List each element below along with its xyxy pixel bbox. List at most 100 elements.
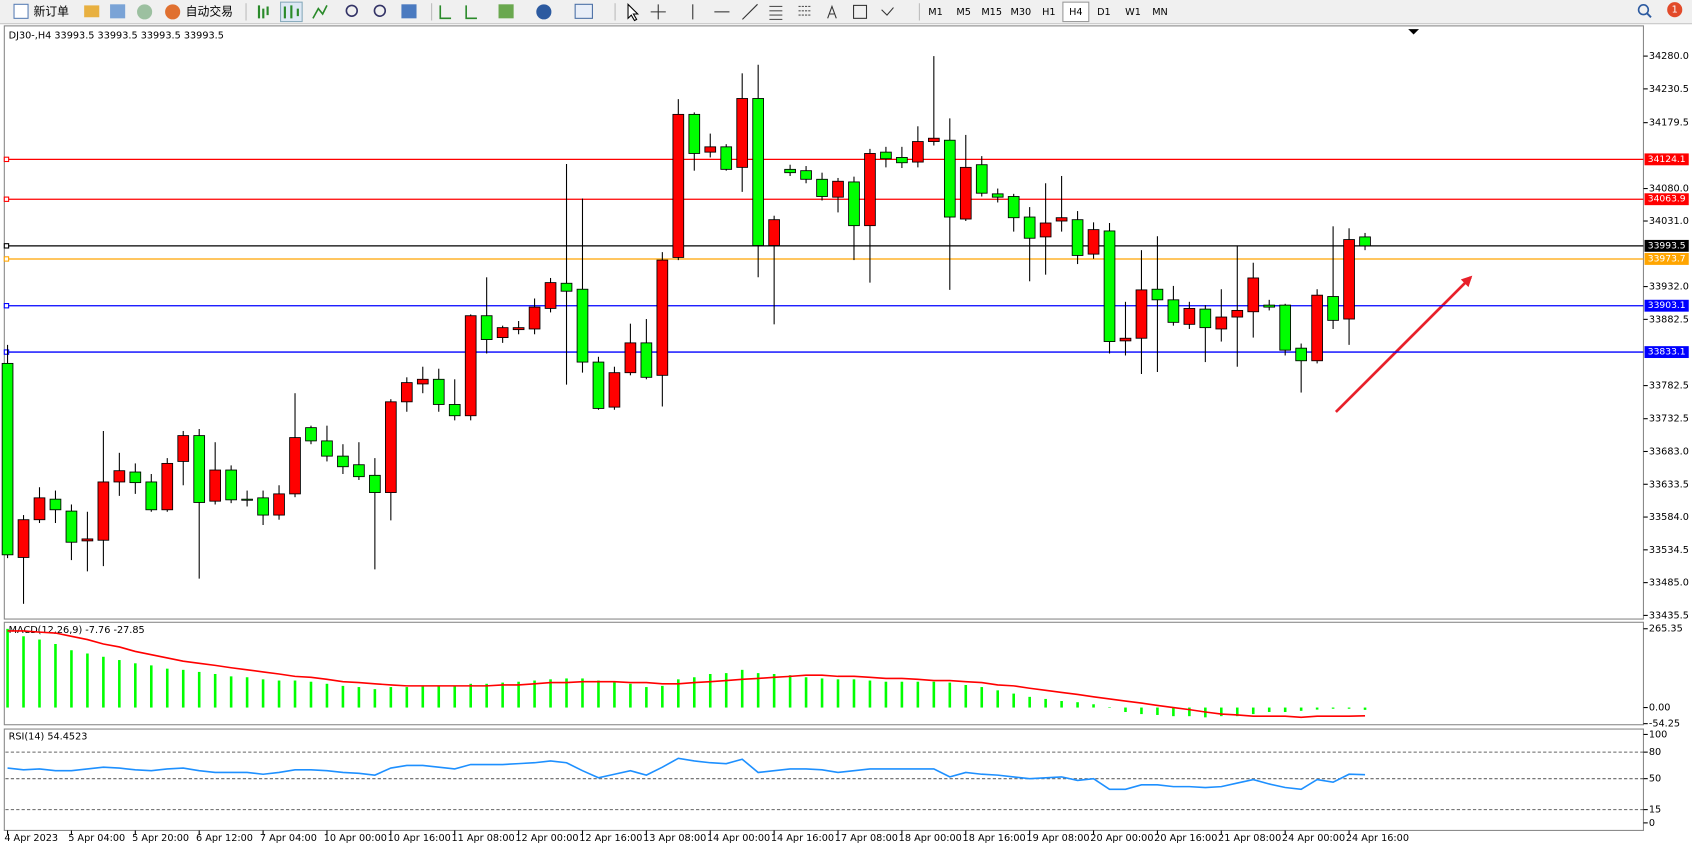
candle-body bbox=[17, 519, 30, 558]
icon[interactable] bbox=[439, 5, 452, 20]
auto-trading-button[interactable]: 自动交易 bbox=[165, 4, 233, 20]
x-tick-label: 4 Apr 2023 bbox=[4, 833, 58, 844]
icon[interactable] bbox=[110, 4, 126, 19]
candle-body bbox=[768, 219, 780, 246]
y-tick-label: 33584.0 bbox=[1649, 512, 1689, 523]
x-tick-label: 5 Apr 04:00 bbox=[68, 833, 125, 844]
candle-body bbox=[975, 164, 988, 194]
macd-bar bbox=[134, 663, 137, 708]
search-icon[interactable] bbox=[1637, 4, 1650, 16]
y-tick-label: 33932.0 bbox=[1649, 282, 1689, 293]
candle-body bbox=[496, 327, 509, 339]
icon[interactable] bbox=[627, 3, 640, 22]
y-tick-label: 100 bbox=[1649, 729, 1668, 740]
timeframe[interactable]: W1 bbox=[1125, 7, 1141, 18]
level-marker bbox=[3, 243, 10, 249]
macd-bar bbox=[70, 650, 73, 708]
macd-bar bbox=[1220, 707, 1223, 717]
macd-bar bbox=[517, 681, 520, 708]
toolbar: 新订单 自动交易 M1 M5 M15 M30 H1 H4 bbox=[0, 0, 1692, 25]
level-label-bg bbox=[1644, 239, 1689, 252]
x-tick-label: 14 Apr 16:00 bbox=[771, 833, 834, 844]
icon[interactable] bbox=[373, 4, 387, 17]
timeframe[interactable]: M5 bbox=[956, 7, 971, 18]
timeframe[interactable]: H4 bbox=[1069, 7, 1082, 18]
auto-trading-label[interactable]: 自动交易 bbox=[186, 4, 233, 18]
x-tick-label: 21 Apr 08:00 bbox=[1218, 833, 1281, 844]
new-order-button[interactable]: 新订单 bbox=[13, 3, 69, 19]
y-tick-label: 33485.0 bbox=[1649, 578, 1689, 589]
icon[interactable] bbox=[650, 4, 666, 20]
candle-body bbox=[480, 315, 493, 340]
macd-bar bbox=[213, 673, 217, 708]
macd-bar bbox=[469, 683, 472, 708]
macd-bar bbox=[453, 685, 457, 708]
y-tick-label: 0 bbox=[1649, 818, 1655, 829]
macd-bar bbox=[756, 673, 760, 708]
macd-bar bbox=[293, 680, 297, 708]
candle-body bbox=[1151, 288, 1164, 301]
timeframe-active[interactable] bbox=[1062, 1, 1090, 23]
candle-body bbox=[1007, 196, 1020, 219]
macd-bar bbox=[629, 683, 632, 708]
candle-body bbox=[1103, 230, 1116, 342]
macd-bar bbox=[421, 685, 425, 708]
candle-body bbox=[959, 166, 972, 220]
icon[interactable] bbox=[84, 5, 100, 18]
panel-title: RSI(14) 54.4523 bbox=[9, 732, 88, 743]
icon[interactable] bbox=[574, 3, 593, 19]
icon[interactable] bbox=[881, 7, 894, 16]
level-label: 33833.1 bbox=[1648, 347, 1686, 358]
macd-bar bbox=[1347, 707, 1351, 709]
macd-bar bbox=[149, 665, 153, 708]
macd-bar bbox=[309, 681, 313, 708]
icon[interactable] bbox=[345, 4, 358, 17]
y-tick-label: 0.00 bbox=[1649, 703, 1671, 714]
macd-bar bbox=[549, 679, 552, 708]
y-tick-label: 34179.5 bbox=[1649, 118, 1689, 129]
icon[interactable] bbox=[257, 5, 269, 19]
macd-panel bbox=[3, 621, 1644, 726]
icon[interactable] bbox=[742, 3, 758, 20]
macd-bar bbox=[1012, 693, 1015, 708]
macd-bar bbox=[1331, 707, 1335, 709]
candle-body bbox=[464, 315, 477, 417]
macd-bar bbox=[868, 680, 872, 708]
x-tick-label: 18 Apr 16:00 bbox=[963, 833, 1026, 844]
icon[interactable] bbox=[465, 5, 477, 20]
icon[interactable] bbox=[401, 4, 417, 19]
candle-body bbox=[784, 168, 796, 174]
timeframe[interactable]: M1 bbox=[928, 7, 943, 18]
icon[interactable] bbox=[137, 4, 153, 20]
macd-bar bbox=[708, 673, 712, 708]
icon[interactable] bbox=[798, 5, 812, 16]
timeframe[interactable]: H1 bbox=[1042, 7, 1055, 18]
timeframe[interactable]: M30 bbox=[1010, 7, 1031, 18]
icon[interactable] bbox=[769, 5, 783, 20]
icon[interactable] bbox=[283, 5, 299, 19]
macd-bar bbox=[692, 677, 696, 708]
level-label: 33993.5 bbox=[1648, 240, 1686, 251]
macd-bar bbox=[772, 673, 776, 708]
timeframe[interactable]: M15 bbox=[981, 7, 1002, 18]
candle-body bbox=[1183, 308, 1196, 325]
candle-body bbox=[49, 498, 62, 511]
macd-bar bbox=[325, 683, 329, 708]
candle-body bbox=[512, 327, 525, 331]
icon[interactable] bbox=[827, 4, 837, 19]
timeframe[interactable]: MN bbox=[1152, 7, 1168, 18]
candle-body bbox=[1311, 294, 1323, 362]
icon[interactable] bbox=[853, 4, 868, 19]
rsi-panel bbox=[3, 728, 1644, 831]
icon[interactable] bbox=[536, 4, 552, 20]
candle-body bbox=[592, 361, 605, 409]
macd-bar bbox=[740, 669, 744, 708]
new-order-label[interactable]: 新订单 bbox=[33, 4, 69, 18]
macd-bar bbox=[1124, 707, 1127, 713]
notifications[interactable]: 1 bbox=[1667, 2, 1683, 18]
timeframe[interactable]: D1 bbox=[1097, 7, 1111, 18]
icon[interactable] bbox=[312, 5, 328, 19]
icon[interactable] bbox=[498, 4, 514, 19]
macd-bar bbox=[1235, 707, 1239, 717]
